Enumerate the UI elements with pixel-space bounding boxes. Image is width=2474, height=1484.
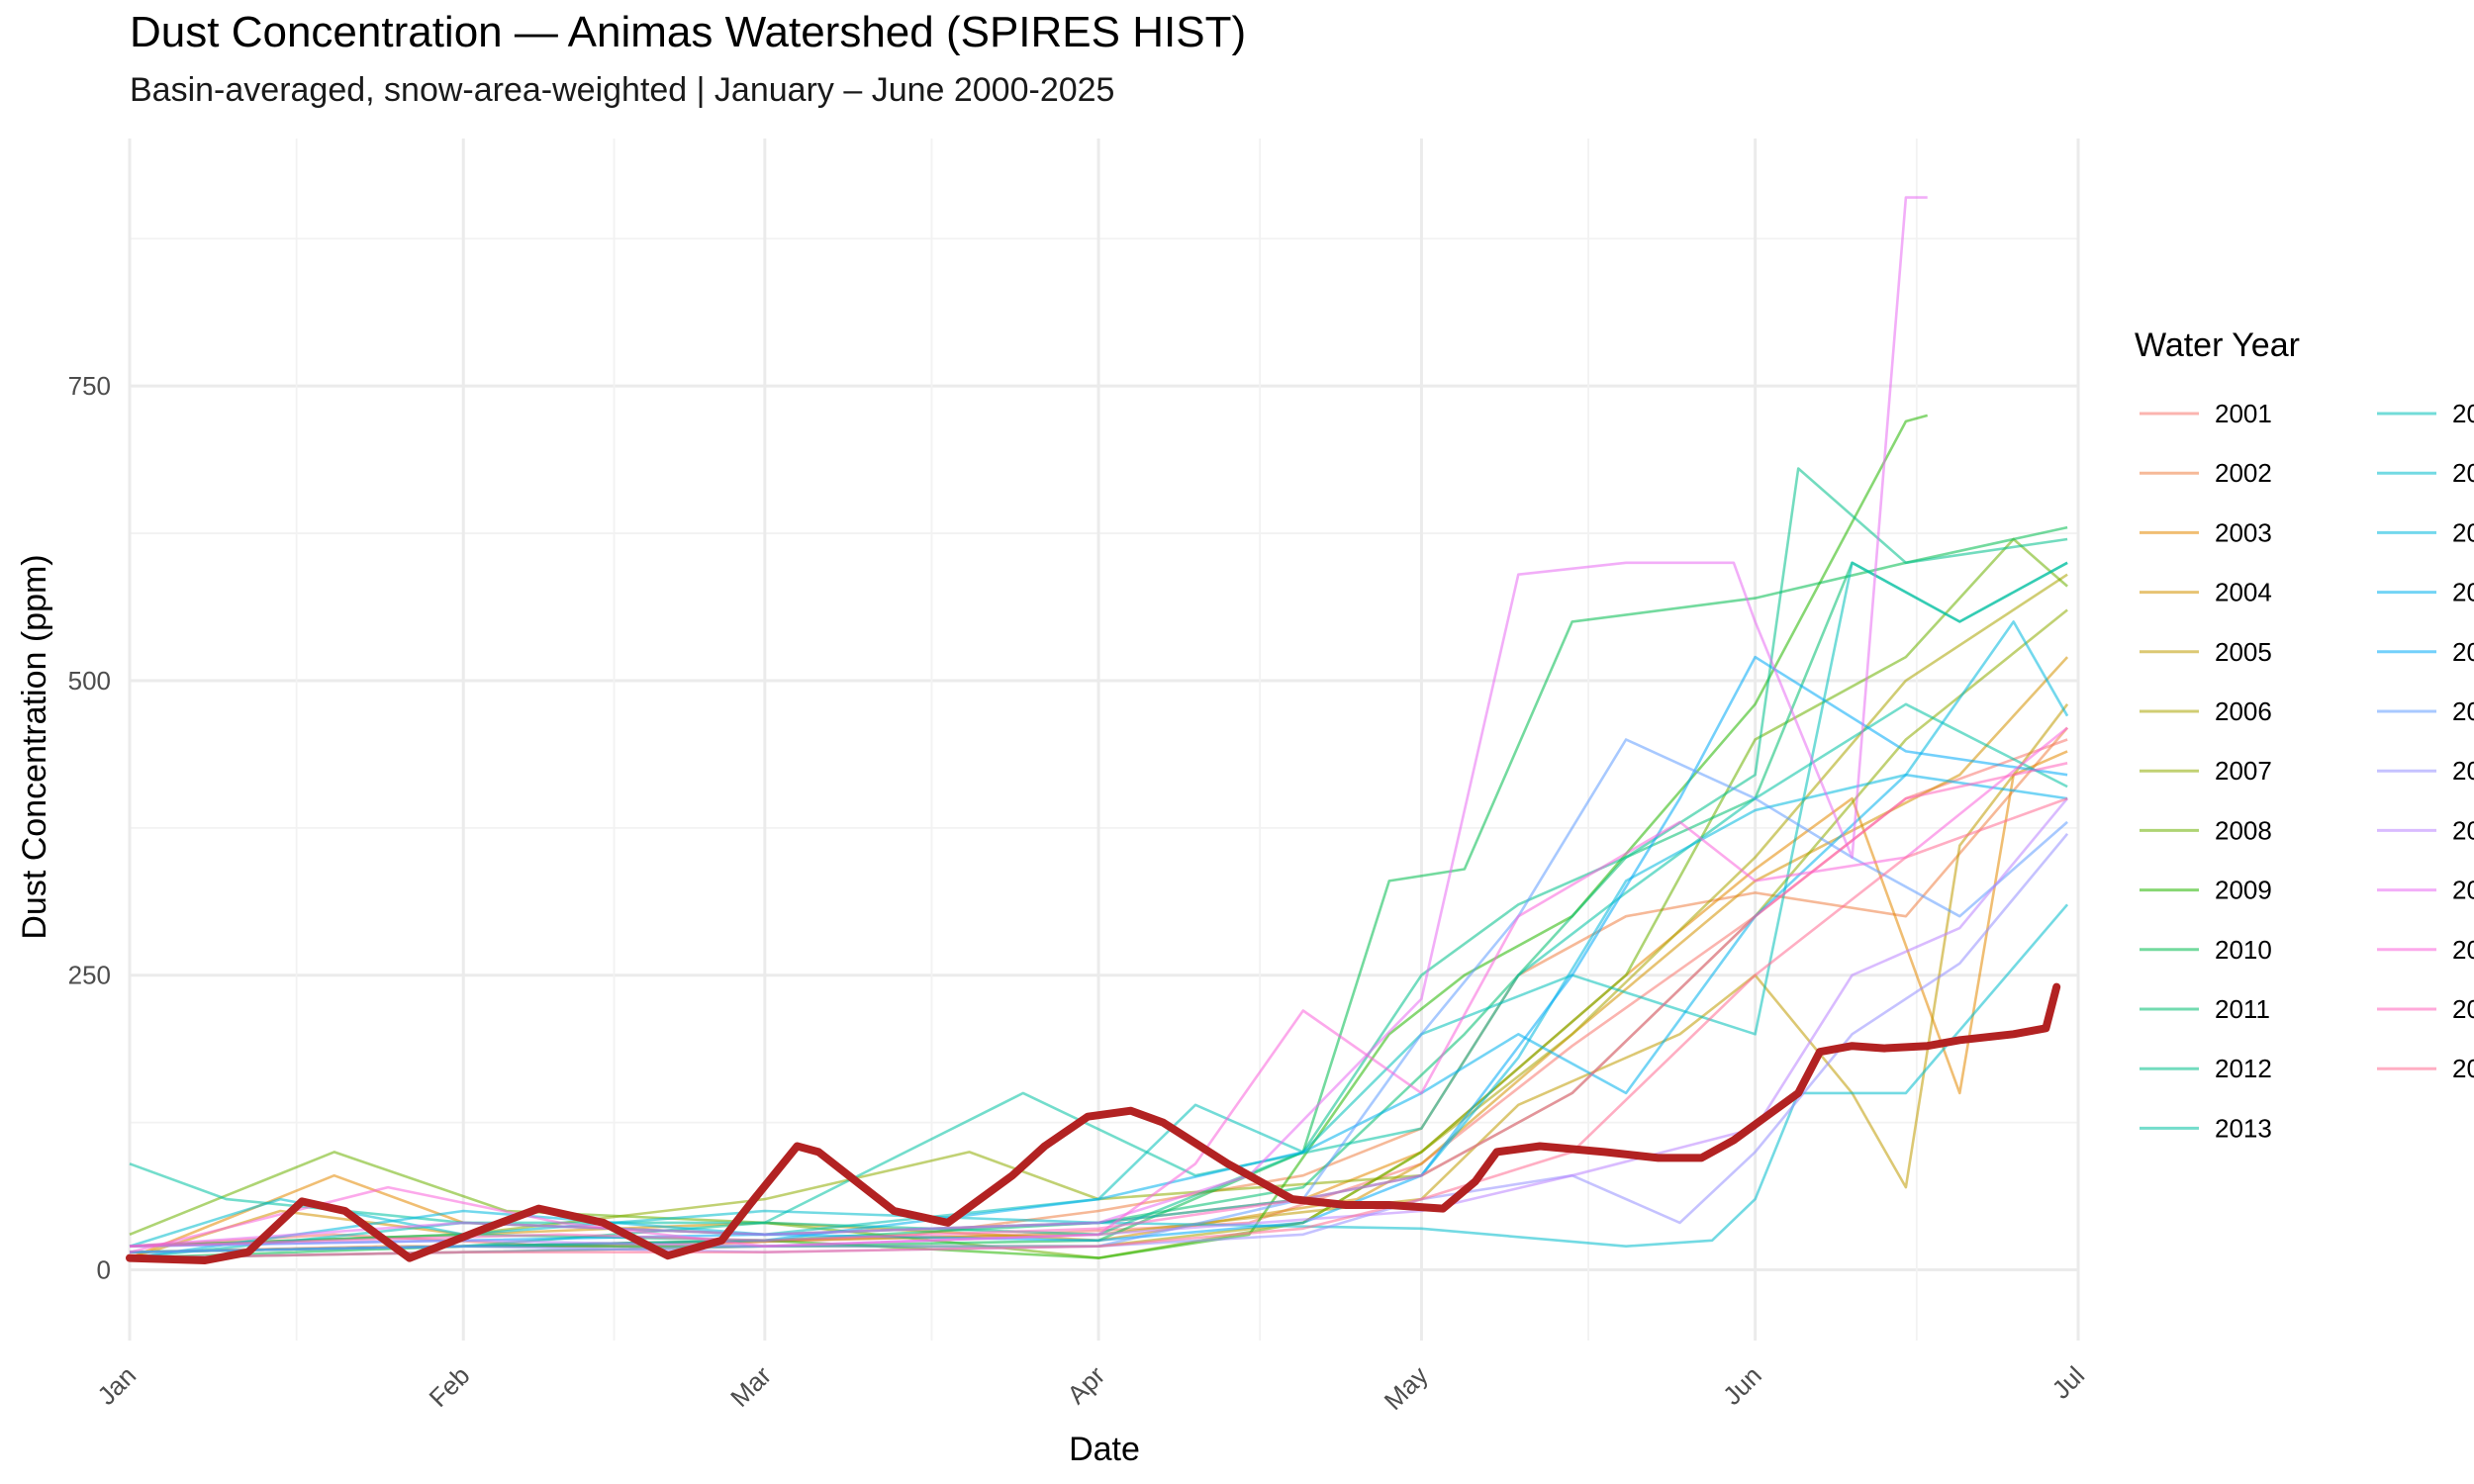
legend-label: 2019 (2452, 696, 2474, 726)
x-tick-label: Jul (2046, 1360, 2091, 1405)
legend-label: 2017 (2452, 578, 2474, 607)
legend-label: 2012 (2215, 1054, 2272, 1083)
legend-item-2005: 2005 (2140, 637, 2272, 667)
legend-item-2011: 2011 (2140, 994, 2270, 1024)
legend-label: 2007 (2215, 756, 2272, 786)
x-tick-label: May (1379, 1360, 1434, 1416)
y-axis-title: Dust Concentration (ppm) (16, 554, 53, 939)
y-tick-label: 250 (68, 961, 111, 990)
highlight-line-group (126, 982, 2061, 1264)
legend-item-2006: 2006 (2140, 696, 2272, 726)
legend-item-2003: 2003 (2140, 517, 2272, 547)
y-axis-ticks: 0 250 500 750 (68, 371, 111, 1284)
legend-label: 2011 (2215, 994, 2270, 1024)
legend-label: 2022 (2452, 876, 2474, 905)
y-tick-label: 500 (68, 666, 111, 696)
legend-label: 2009 (2215, 876, 2272, 905)
legend-label: 2018 (2452, 637, 2474, 667)
x-tick-label: Apr (1061, 1360, 1110, 1410)
legend-item-2025: 2025 (2377, 1054, 2474, 1083)
legend-item-2015: 2015 (2377, 458, 2474, 488)
legend-label: 2023 (2452, 935, 2474, 965)
y-tick-label: 750 (68, 371, 111, 401)
x-tick-label: Mar (724, 1360, 777, 1413)
legend-label: 2014 (2452, 399, 2474, 428)
series-line-2021 (129, 797, 2069, 1248)
series-line-2012 (129, 467, 2068, 1253)
chart-title: Dust Concentration — Animas Watershed (S… (130, 8, 1247, 56)
series-line-2025 (129, 796, 2068, 1259)
legend-item-2012: 2012 (2140, 1054, 2272, 1083)
legend-label: 2006 (2215, 696, 2272, 726)
legend-label: 2024 (2452, 994, 2474, 1024)
legend-item-2023: 2023 (2377, 935, 2474, 965)
series-line-2022 (129, 196, 1928, 1248)
y-tick-label: 0 (97, 1255, 111, 1285)
legend-label: 2005 (2215, 637, 2272, 667)
legend-label: 2013 (2215, 1113, 2272, 1143)
series-line-2019 (129, 738, 2068, 1259)
legend-item-2024: 2024 (2377, 994, 2474, 1024)
legend-label: 2003 (2215, 517, 2272, 547)
legend-label: 2001 (2215, 399, 2272, 428)
legend-item-2009: 2009 (2140, 876, 2272, 905)
legend-item-2019: 2019 (2377, 696, 2474, 726)
legend-item-2014: 2014 (2377, 399, 2474, 428)
legend-item-2017: 2017 (2377, 578, 2474, 607)
series-line-2013 (129, 702, 2068, 1225)
legend-item-2007: 2007 (2140, 756, 2272, 786)
x-tick-label: Feb (424, 1360, 476, 1413)
x-axis-title: Date (1069, 1431, 1140, 1468)
legend-label: 2010 (2215, 935, 2272, 965)
x-tick-label: Jun (1717, 1360, 1767, 1411)
chart-subtitle: Basin-averaged, snow-area-weighted | Jan… (130, 71, 1115, 109)
legend-label: 2002 (2215, 458, 2272, 488)
series-line-2010 (129, 525, 2068, 1259)
legend-label: 2004 (2215, 578, 2272, 607)
legend-item-2010: 2010 (2140, 935, 2272, 965)
legend-item-2021: 2021 (2377, 815, 2474, 845)
legend-item-2008: 2008 (2140, 815, 2272, 845)
legend-item-2001: 2001 (2140, 399, 2272, 428)
legend-item-2016: 2016 (2377, 517, 2474, 547)
legend-item-2018: 2018 (2377, 637, 2474, 667)
legend-label: 2021 (2452, 815, 2474, 845)
series-line-2015 (129, 903, 2069, 1248)
grid-lines (128, 139, 2080, 1341)
legend-label: 2015 (2452, 458, 2474, 488)
legend-item-2013: 2013 (2140, 1113, 2272, 1143)
legend-item-2004: 2004 (2140, 578, 2272, 607)
series-line-2016 (129, 620, 2069, 1259)
x-axis-ticks: Jan Feb Mar Apr May Jun Jul (91, 1360, 2090, 1416)
legend-label: 2025 (2452, 1054, 2474, 1083)
legend-label: 2008 (2215, 815, 2272, 845)
legend: Water Year 2001 2002 2003 2004 2005 2006 2007 2… (2135, 326, 2474, 1143)
legend-label: 2016 (2452, 517, 2474, 547)
highlight-line (126, 982, 2061, 1264)
legend-title: Water Year (2135, 326, 2300, 364)
legend-item-2022: 2022 (2377, 876, 2474, 905)
x-tick-label: Jan (91, 1360, 142, 1411)
legend-item-2002: 2002 (2140, 458, 2272, 488)
series-line-2023 (129, 726, 2068, 1253)
